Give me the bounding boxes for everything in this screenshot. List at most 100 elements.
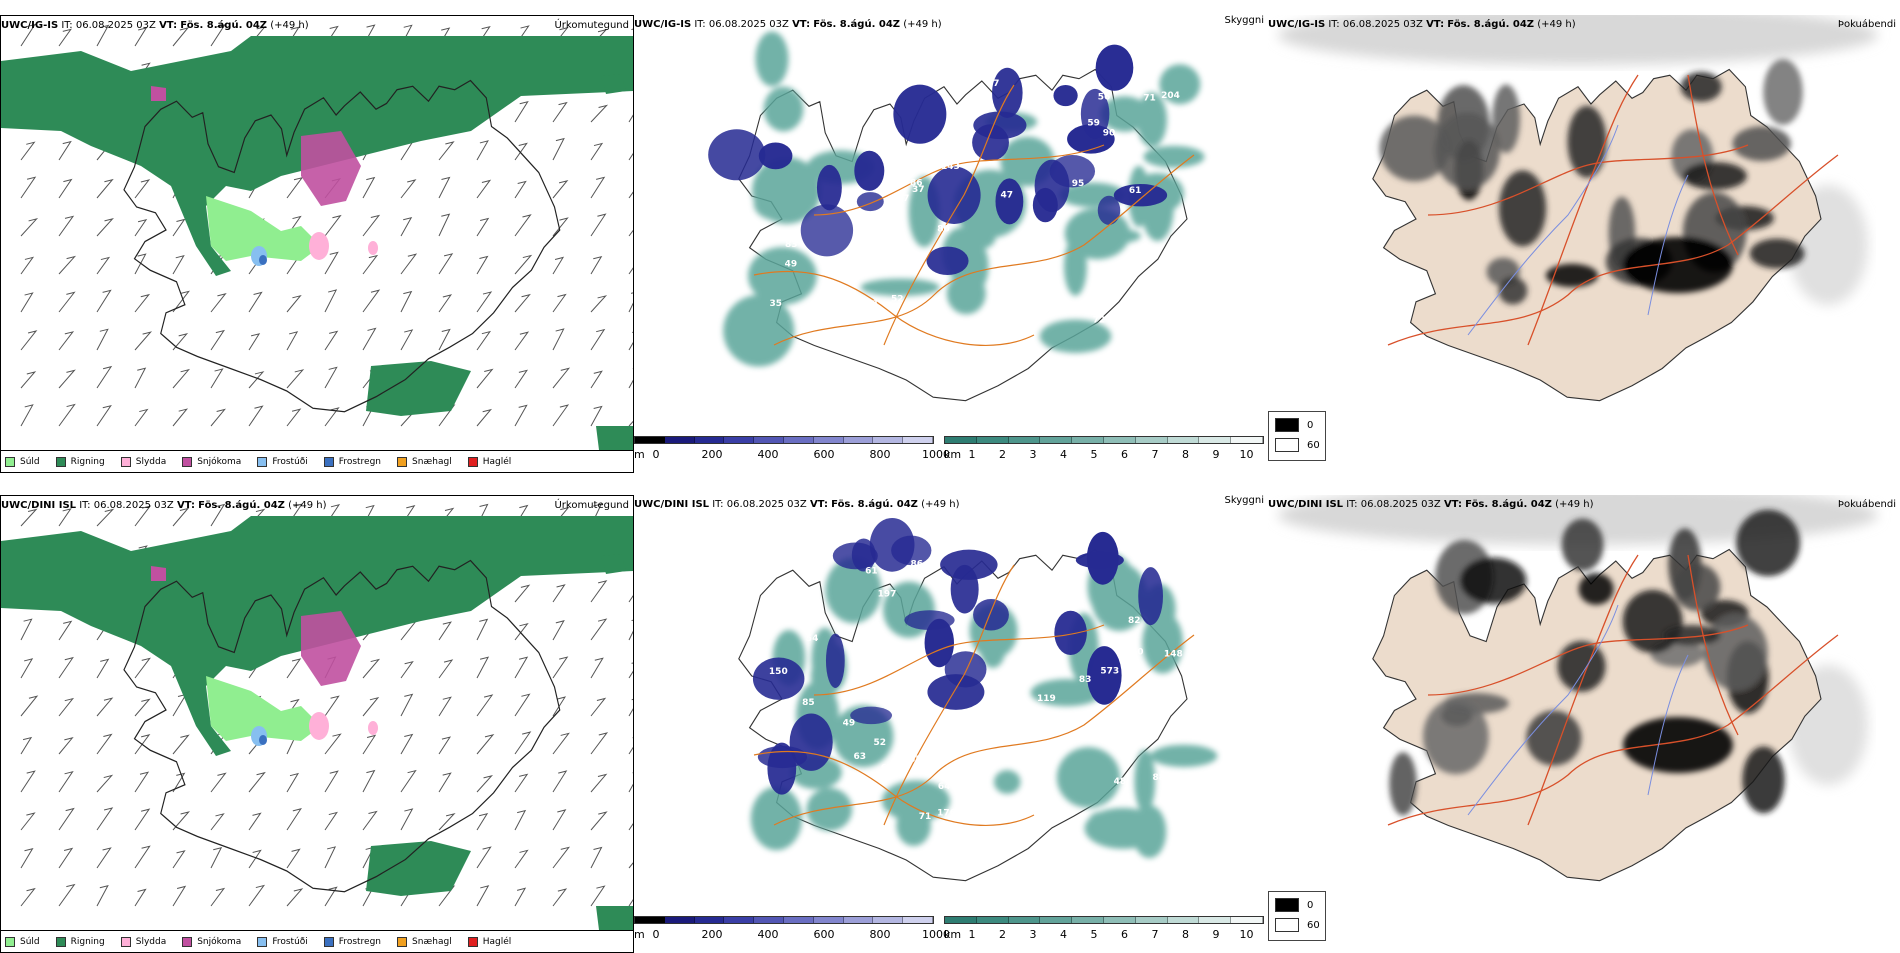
legend-swatch <box>397 936 408 947</box>
it-label: IT: <box>79 500 91 511</box>
panel-header: UWC/IG-IS IT: 06.08.2025 03Z VT: Fös. 8.… <box>1 19 633 33</box>
cloud-value: 86 <box>911 559 924 569</box>
fog-legend-swatch <box>1275 438 1299 452</box>
it-label: IT: <box>712 499 724 510</box>
panel-header: UWC/DINI ISL IT: 06.08.2025 03Z VT: Fös.… <box>634 498 1268 512</box>
legend-item: Snæhagl <box>397 456 452 467</box>
roads <box>753 564 1195 826</box>
legend-item: Súld <box>5 456 40 467</box>
legend-item: Snjókoma <box>182 456 241 467</box>
cloud-value: 86 <box>910 179 923 189</box>
rivers <box>1467 604 1689 816</box>
fog-map <box>1278 495 1878 882</box>
colorbar-tick: 4 <box>1060 928 1067 941</box>
colorbar-tick: 1 <box>968 928 976 941</box>
cloud-value: 61 <box>865 566 878 576</box>
it-value: 06.08.2025 03Z <box>1342 19 1423 30</box>
colorbar-step <box>945 437 977 443</box>
legend-label: Snæhagl <box>412 936 452 947</box>
cloud-value: 49 <box>1118 544 1131 554</box>
precip-map <box>1 23 633 450</box>
cloud-value: 57 <box>897 194 910 204</box>
fog-map <box>1278 15 1878 402</box>
fog-panel: UWC/DINI ISL IT: 06.08.2025 03Z VT: Fös.… <box>1268 495 1900 951</box>
colorbar-step <box>1135 437 1168 443</box>
fog-legend: 0 60 <box>1268 891 1326 941</box>
panel-header: UWC/DINI ISL IT: 06.08.2025 03Z VT: Fös.… <box>1268 498 1900 512</box>
cloud-value: 71 <box>1143 94 1156 104</box>
vt-value: Fös. 8.ágú. 04Z <box>813 19 901 30</box>
fog-legend-row: 60 <box>1275 438 1320 452</box>
vt-label: VT: <box>159 20 178 31</box>
colorbar-tick: 0 <box>652 448 660 461</box>
it-value: 06.08.2025 03Z <box>726 499 807 510</box>
cloud-value: 48 <box>1114 777 1127 787</box>
cloud-value: 52 <box>942 542 955 552</box>
colorbar-tick: 5 <box>1090 448 1098 461</box>
it-label: IT: <box>61 20 73 31</box>
colorbar-step <box>873 917 904 923</box>
colorbar-tick: 200 <box>701 448 723 461</box>
legend-label: Súld <box>20 936 40 947</box>
cloud-value: 60 <box>915 680 928 690</box>
it-label: IT: <box>1328 19 1340 30</box>
colorbar-tick: 8 <box>1182 448 1189 461</box>
colorbar-step <box>1072 437 1104 443</box>
cloud-value: 80 <box>937 224 950 234</box>
cloud-base-values: 45 61 37 72 49 43 47 61 64 71 59 62 62 204 52 57 57 90 61 1… <box>770 68 1180 326</box>
cloud-value: 573 <box>1100 667 1119 677</box>
legend-item: Súld <box>5 936 40 947</box>
cloud-value: 72 <box>961 724 974 734</box>
visibility-panel: 35 61 49 60 72 82 68 55 43 64 63 48 72 176 573 103 52 50 5… <box>634 495 1268 951</box>
precip-type-panel: UWC/IG-IS IT: 06.08.2025 03Z VT: Fös. 8.… <box>0 15 634 473</box>
colorbar-tick: 4 <box>1060 448 1067 461</box>
fog-legend-row: 0 <box>1275 418 1313 432</box>
colorbar-tick: 2 <box>999 448 1006 461</box>
cloud-value: 59 <box>1087 119 1100 129</box>
legend-label: Rigning <box>70 936 105 947</box>
cloud-value: 68 <box>881 763 894 773</box>
cloud-value: 61 <box>1129 186 1142 196</box>
colorbar-step <box>1199 917 1232 923</box>
colorbar-step <box>843 437 874 443</box>
colorbar-step <box>754 917 784 923</box>
colorbar-step <box>635 437 665 443</box>
colorbar-step <box>664 917 695 923</box>
model-name: UWC/IG-IS <box>634 19 692 30</box>
cloud-value: 57 <box>987 79 1000 89</box>
fog-title: Þokuábendi <box>1837 19 1896 30</box>
model-name: UWC/IG-IS <box>1 20 59 31</box>
colorbar-step <box>1103 437 1136 443</box>
fog-legend-row: 0 <box>1275 898 1313 912</box>
cloud-value: 83 <box>1079 675 1092 685</box>
cloud-value: 37 <box>912 185 925 195</box>
cloud-value: 50 <box>1131 647 1144 657</box>
vt-label: VT: <box>176 500 195 511</box>
legend-label: Snjókoma <box>197 936 242 947</box>
legend-item: Slydda <box>120 456 166 467</box>
colorbar-step <box>873 437 904 443</box>
fog-title: Þokuábendi <box>1837 499 1896 510</box>
precip-title: Úrkomutegund <box>554 20 629 31</box>
cloud-value: 52 <box>874 738 887 748</box>
colorbar-step <box>1135 917 1168 923</box>
legend-label: Frostregn <box>338 936 382 947</box>
cloud-value: 47 <box>1001 190 1014 200</box>
colorbar-step <box>813 437 844 443</box>
roads <box>753 84 1195 346</box>
fog-legend-label: 0 <box>1307 899 1314 911</box>
colorbar-m: m 0 200 400 600 800 1000 <box>634 916 950 946</box>
cloud-value: 76 <box>1130 297 1143 307</box>
legend-label: Rigning <box>70 456 105 467</box>
colorbar-step <box>1040 917 1073 923</box>
colorbar-tick: 3 <box>1029 928 1037 941</box>
legend-swatch <box>5 936 15 947</box>
fog-legend-row: 60 <box>1275 918 1320 932</box>
colorbar-step <box>783 437 814 443</box>
cloud-value: 204 <box>1161 91 1180 101</box>
colorbar-step <box>1199 437 1232 443</box>
colorbar-tick: 9 <box>1212 448 1220 461</box>
it-value: 06.08.2025 03Z <box>708 19 789 30</box>
legend-item: Frostúði <box>257 456 308 467</box>
legend-swatch <box>467 456 478 467</box>
